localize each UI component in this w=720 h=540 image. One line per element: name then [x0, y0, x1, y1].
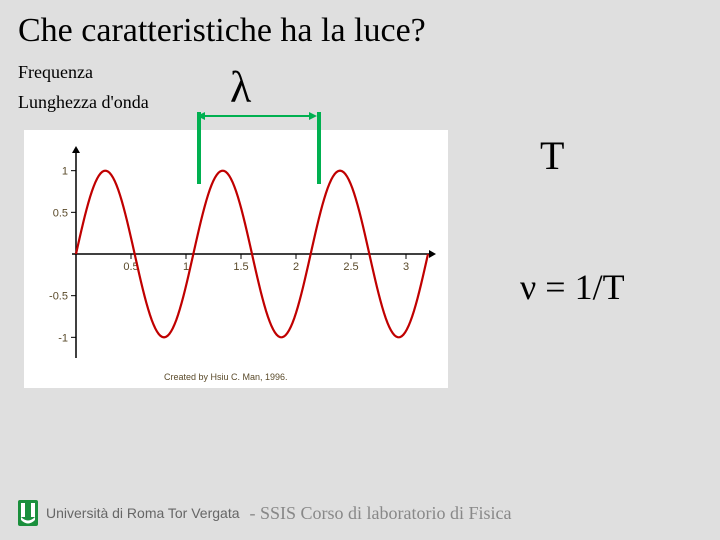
- svg-text:1: 1: [62, 166, 68, 178]
- svg-text:2.5: 2.5: [343, 261, 358, 273]
- svg-text:1: 1: [183, 261, 189, 273]
- slide-footer: Università di Roma Tor Vergata - SSIS Co…: [18, 500, 512, 526]
- slide-title: Che caratteristiche ha la luce?: [18, 12, 426, 50]
- slide: Che caratteristiche ha la luce? Frequenz…: [0, 0, 720, 540]
- footer-university: Università di Roma Tor Vergata: [46, 505, 240, 521]
- wave-chart-svg: 0.511.522.53-1-0.50.51Created by Hsiu C.…: [24, 130, 448, 388]
- svg-text:Created by Hsiu C. Man, 1996.: Created by Hsiu C. Man, 1996.: [164, 372, 288, 382]
- svg-text:3: 3: [403, 261, 409, 273]
- label-lunghezza: Lunghezza d'onda: [18, 92, 149, 113]
- lambda-vertical-1: [317, 112, 321, 184]
- university-logo-icon: [18, 500, 38, 526]
- formula-nu-eq: ν = 1/T: [520, 266, 625, 308]
- svg-text:0.5: 0.5: [53, 207, 68, 219]
- symbol-lambda: λ: [230, 62, 251, 113]
- svg-text:-0.5: -0.5: [49, 291, 68, 303]
- lambda-arrow: [197, 110, 317, 122]
- svg-text:2: 2: [293, 261, 299, 273]
- wave-chart: 0.511.522.53-1-0.50.51Created by Hsiu C.…: [24, 130, 448, 388]
- svg-text:1.5: 1.5: [233, 261, 248, 273]
- lambda-vertical-0: [197, 112, 201, 184]
- label-frequenza: Frequenza: [18, 62, 93, 83]
- footer-course: - SSIS Corso di laboratorio di Fisica: [250, 503, 512, 524]
- symbol-period-t: T: [540, 132, 564, 179]
- svg-text:-1: -1: [58, 332, 68, 344]
